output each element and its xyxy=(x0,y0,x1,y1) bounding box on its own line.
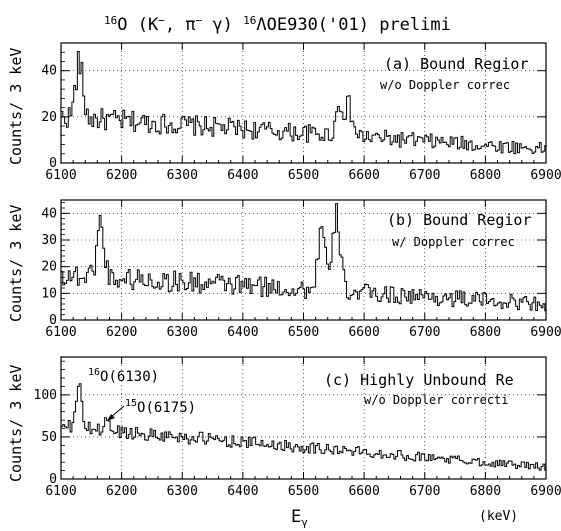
x-tick-label: 6400 xyxy=(227,325,258,340)
panel-a-ylabel: Counts/ 3 keV xyxy=(7,48,25,165)
panel-c: 6100 6200 6300 6400 6500 6600 6700 6800 6900 0 50 1… xyxy=(34,356,561,499)
title-part-e: E930('01) prelimi xyxy=(277,15,451,35)
x-tick-label: 6900 xyxy=(530,325,561,340)
y-tick-label: 0 xyxy=(49,472,57,487)
x-axis-label-main: E xyxy=(291,507,301,527)
peak-label-15o-text: O(6175) xyxy=(137,400,196,416)
x-tick-label: 6200 xyxy=(106,484,137,499)
peak-label-15o: 15O(6175) xyxy=(125,398,196,416)
x-tick-label: 6500 xyxy=(288,484,319,499)
x-tick-label: 6300 xyxy=(167,168,198,183)
title-kminus: − xyxy=(158,14,165,27)
x-tick-label: 6300 xyxy=(167,484,198,499)
y-tick-label: 50 xyxy=(41,430,57,445)
y-tick-label: 20 xyxy=(41,110,57,125)
panel-c-ylabel: Counts/ 3 keV xyxy=(7,365,25,482)
panel-c-annotation-1: (c) Highly Unbound Re xyxy=(324,371,514,389)
y-tick-label: 40 xyxy=(41,206,57,221)
panel-a-annotation-1: (a) Bound Regior xyxy=(384,55,529,73)
x-tick-label: 6400 xyxy=(227,168,258,183)
title-part-a: O (K xyxy=(117,15,159,35)
panel-b: 6100 6200 6300 6400 6500 6600 6700 6800 6900 0 10 2… xyxy=(41,199,561,340)
y-tick-label: 40 xyxy=(41,64,57,79)
x-tick-label: 6600 xyxy=(348,325,379,340)
x-axis-label: Eγ xyxy=(291,507,308,529)
x-axis-label-sub: γ xyxy=(301,516,308,529)
x-tick-label: 6100 xyxy=(45,484,76,499)
histogram-line xyxy=(61,203,547,312)
x-tick-label: 6500 xyxy=(288,168,319,183)
panel-a: 6100 6200 6300 6400 6500 6600 6700 6800 6900 0 20 4… xyxy=(41,42,561,183)
y-tick-label: 10 xyxy=(41,286,57,301)
x-tick-label: 6600 xyxy=(348,168,379,183)
histogram-line xyxy=(61,51,547,155)
x-tick-label: 6100 xyxy=(45,168,76,183)
peak-label-15o-sup: 15 xyxy=(125,398,137,409)
y-tick-label: 20 xyxy=(41,260,57,275)
x-tick-label: 6700 xyxy=(409,325,440,340)
figure-title: 16O (K−, π− γ) 16ΛOE930('01) prelimi xyxy=(104,14,451,35)
histogram-line xyxy=(61,383,547,471)
title-part-d: ΛO xyxy=(256,15,276,35)
x-axis-unit: (keV) xyxy=(479,509,518,524)
x-tick-label: 6900 xyxy=(530,484,561,499)
title-part-c: γ) xyxy=(202,15,243,35)
title-sup-2: 16 xyxy=(243,14,256,27)
x-tick-label: 6100 xyxy=(45,325,76,340)
peak-label-15o-arrow xyxy=(107,405,125,421)
panel-b-ylabel: Counts/ 3 keV xyxy=(7,205,25,322)
x-tick-label: 6900 xyxy=(530,168,561,183)
y-tick-label: 0 xyxy=(49,313,57,328)
peak-label-16o: 16O(6130) xyxy=(88,367,159,385)
peak-label-16o-sup: 16 xyxy=(88,367,100,378)
title-piminus: − xyxy=(196,14,203,27)
x-tick-label: 6700 xyxy=(409,168,440,183)
panel-a-annotation-2: w/o Doppler correc xyxy=(380,78,510,92)
x-tick-label: 6700 xyxy=(409,484,440,499)
peak-label-16o-text: O(6130) xyxy=(100,369,159,385)
x-tick-label: 6800 xyxy=(470,325,501,340)
x-tick-label: 6500 xyxy=(288,325,319,340)
x-tick-label: 6600 xyxy=(348,484,379,499)
x-tick-label: 6800 xyxy=(470,168,501,183)
y-tick-label: 100 xyxy=(34,388,57,403)
x-tick-label: 6300 xyxy=(167,325,198,340)
panel-b-annotation-2: w/ Doppler correc xyxy=(392,235,515,249)
x-tick-label: 6200 xyxy=(106,325,137,340)
title-sup-1: 16 xyxy=(104,14,117,27)
x-tick-label: 6800 xyxy=(470,484,501,499)
x-tick-label: 6400 xyxy=(227,484,258,499)
title-part-b: , π xyxy=(165,15,196,35)
x-tick-label: 6200 xyxy=(106,168,137,183)
panel-c-annotation-2: w/o Doppler correcti xyxy=(364,393,509,407)
panel-b-annotation-1: (b) Bound Regior xyxy=(387,211,532,229)
y-tick-label: 0 xyxy=(49,156,57,171)
y-tick-label: 30 xyxy=(41,233,57,248)
